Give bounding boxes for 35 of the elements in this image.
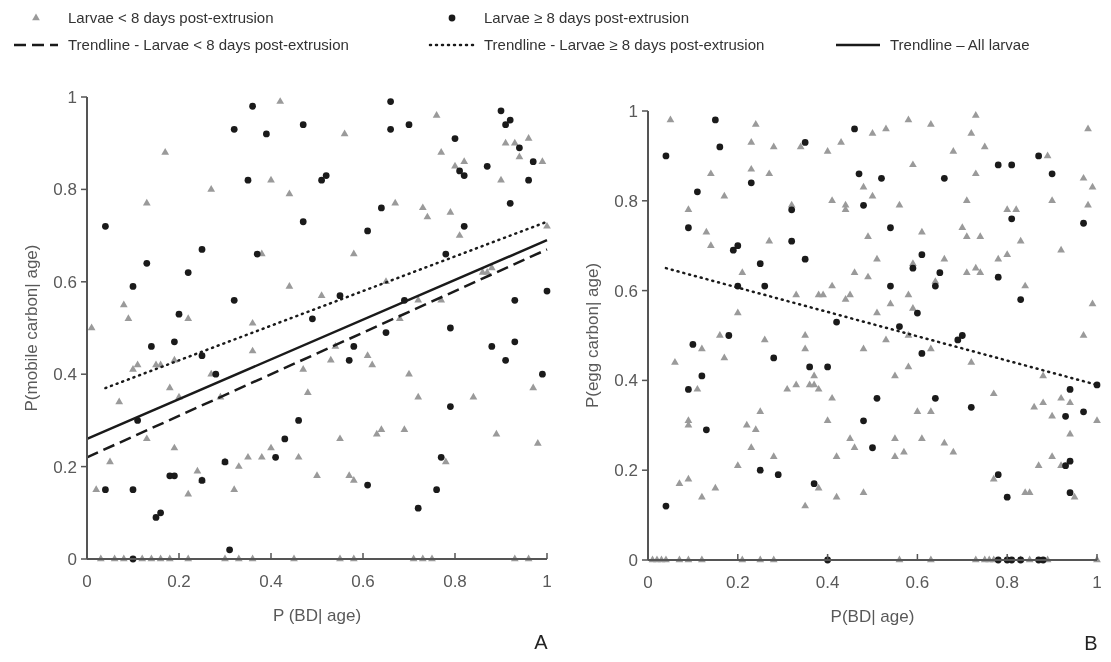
legend-label: Trendline - Larvae ≥ 8 days post-extrusion (484, 36, 765, 54)
y-tick-label: 0.8 (614, 191, 638, 211)
y-axis-title: P(egg carbon| age) (583, 262, 602, 409)
x-tick-label: 0.2 (167, 572, 191, 591)
x-tick-label: 0.8 (995, 573, 1020, 592)
y-tick-label: 0.2 (614, 461, 638, 481)
y-tick-label: 0.6 (614, 281, 638, 301)
x-tick-label: 0 (82, 572, 92, 591)
text: A (534, 631, 549, 653)
y-tick-label: 0 (67, 549, 77, 569)
x-tick-label: 1 (542, 572, 552, 591)
x-tick-label: 0.4 (259, 572, 283, 591)
y-tick-label: 0.4 (614, 371, 638, 391)
x-axis-title: P(BD| age) (830, 607, 915, 626)
x-tick-label: 0.8 (443, 572, 467, 591)
y-tick-label: 0.2 (53, 457, 77, 477)
y-tick-label: 0.8 (53, 180, 77, 200)
x-tick-label: 1 (1092, 573, 1102, 592)
legend-label: Larvae ≥ 8 days post-extrusion (484, 9, 690, 27)
x-tick-label: 0.6 (905, 573, 930, 592)
x-tick-label: 0.6 (351, 572, 375, 591)
text: B (1084, 632, 1098, 654)
x-axis-title: P (BD| age) (272, 606, 362, 625)
legend-label: Trendline - Larvae < 8 days post-extrusion (68, 36, 349, 54)
x-tick-label: 0.2 (725, 573, 750, 592)
y-tick-label: 0.6 (53, 272, 77, 292)
legend-label: Trendline – All larvae (890, 36, 1030, 54)
y-tick-label: 1 (628, 101, 638, 121)
y-axis-title: P(mobile carbon| age) (22, 244, 41, 412)
y-tick-label: 0 (628, 550, 638, 570)
y-tick-label: 0.4 (53, 365, 77, 385)
x-tick-label: 0.4 (815, 573, 840, 592)
y-tick-label: 1 (67, 87, 77, 107)
legend-label: Larvae < 8 days post-extrusion (68, 9, 274, 27)
x-tick-label: 0 (643, 573, 653, 592)
